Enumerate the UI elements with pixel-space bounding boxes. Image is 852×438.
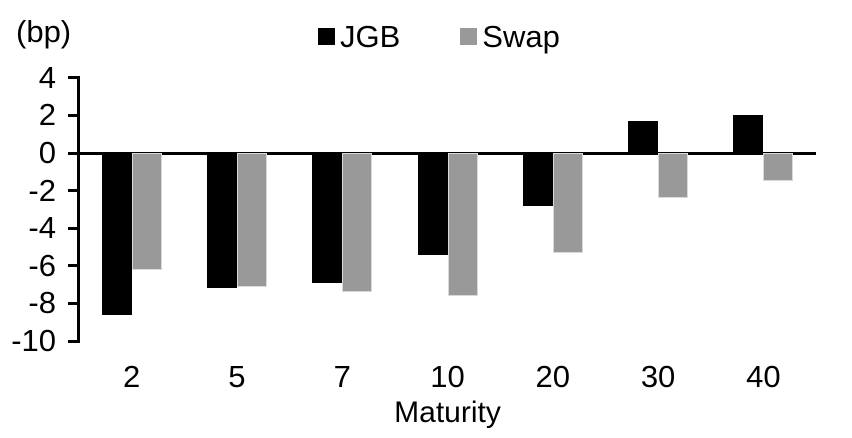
jgb-bar — [733, 115, 764, 153]
jgb-bar — [522, 153, 553, 206]
swap-bar — [131, 153, 162, 270]
jgb-bar — [206, 153, 237, 289]
legend-item: JGB — [318, 19, 401, 54]
x-axis-title: Maturity — [394, 396, 501, 429]
jgb-bar — [312, 153, 343, 283]
jgb-bar — [628, 121, 659, 153]
swap-bar — [763, 153, 794, 182]
y-axis-tick — [68, 264, 78, 268]
y-axis-tick-label: -10 — [11, 323, 56, 359]
y-axis-tick — [68, 226, 78, 230]
x-axis-tick-label: 10 — [430, 359, 465, 394]
y-axis-tick — [68, 76, 78, 80]
swap-legend-swatch-icon — [460, 28, 478, 45]
y-axis-tick-label: 0 — [38, 135, 56, 170]
x-axis-tick-label: 7 — [333, 359, 351, 394]
swap-bar — [552, 153, 583, 253]
y-axis-tick — [68, 113, 78, 117]
swap-bar — [236, 153, 267, 287]
y-axis-tick — [68, 339, 78, 343]
y-axis-tick — [68, 301, 78, 305]
x-axis-tick-label: 40 — [746, 359, 781, 394]
y-axis-tick-label: 2 — [38, 97, 56, 133]
y-axis-tick — [68, 189, 78, 193]
legend: JGB Swap — [318, 19, 560, 54]
legend-label: Swap — [482, 19, 560, 54]
swap-bar — [342, 153, 373, 293]
legend-label: JGB — [340, 19, 401, 54]
y-axis-tick-label: 4 — [38, 59, 56, 95]
jgb-bar — [101, 153, 132, 315]
x-axis-tick-label: 20 — [535, 359, 571, 394]
y-axis-tick — [68, 151, 78, 155]
jgb-bar — [417, 153, 448, 255]
swap-bar — [447, 153, 478, 296]
y-axis-tick-label: -6 — [28, 247, 56, 283]
legend-item: Swap — [460, 19, 560, 54]
x-axis-tick-label: 2 — [123, 359, 141, 394]
y-axis-unit-label: (bp) — [16, 14, 72, 49]
y-axis-tick-label: -4 — [28, 210, 56, 246]
swap-bar — [658, 153, 689, 199]
x-axis-tick-label: 30 — [640, 359, 676, 394]
jgb-legend-swatch-icon — [318, 28, 335, 45]
y-axis-tick-label: -2 — [28, 172, 56, 208]
y-axis-line — [77, 76, 80, 343]
x-axis-tick-label: 5 — [228, 359, 246, 394]
y-axis-tick-label: -8 — [28, 285, 56, 321]
